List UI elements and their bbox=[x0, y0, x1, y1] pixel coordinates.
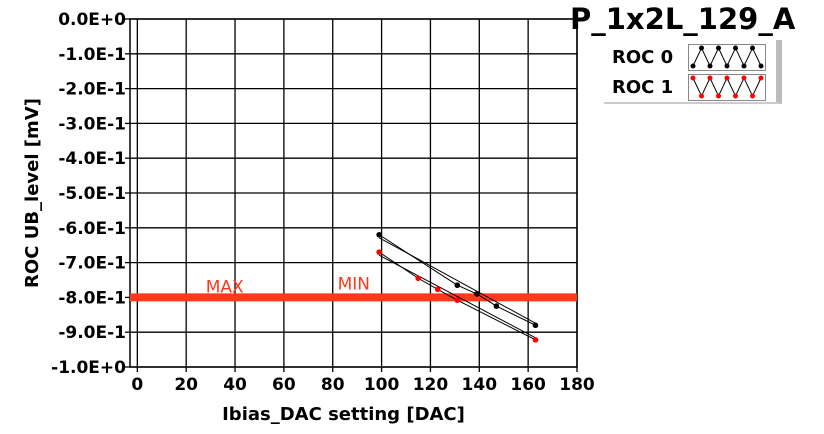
y-tick-label: -6.0E-1 bbox=[58, 219, 126, 239]
data-point bbox=[454, 297, 461, 303]
max-label: MAX bbox=[206, 277, 244, 297]
x-tick-label: 180 bbox=[559, 375, 595, 395]
y-tick-label: -9.0E-1 bbox=[58, 323, 126, 343]
y-tick-label: -1.0E-1 bbox=[58, 45, 126, 65]
data-point bbox=[532, 322, 539, 329]
x-tick-label: 60 bbox=[272, 375, 296, 395]
x-axis-label: Ibias_DAC setting [DAC] bbox=[222, 404, 465, 425]
data-point bbox=[376, 249, 382, 255]
data-point bbox=[376, 231, 382, 238]
y-axis-label: ROC UB_level [mV] bbox=[22, 98, 43, 288]
legend-marker bbox=[733, 93, 738, 98]
legend-marker bbox=[716, 93, 721, 98]
x-tick-label: 80 bbox=[321, 375, 345, 395]
legend-label: ROC 1 bbox=[612, 76, 674, 98]
data-point bbox=[474, 291, 480, 297]
x-tick-label: 100 bbox=[364, 375, 400, 395]
chart-title: P_1x2L_129_A bbox=[570, 2, 796, 36]
fit-line bbox=[378, 237, 536, 324]
min-label: MIN bbox=[338, 274, 370, 294]
x-tick-label: 120 bbox=[413, 375, 449, 395]
y-tick-label: 0.0E+0 bbox=[58, 10, 126, 30]
y-tick-label: -2.0E-1 bbox=[58, 80, 126, 100]
legend-label: ROC 0 bbox=[612, 46, 674, 68]
y-tick-label: -4.0E-1 bbox=[58, 149, 126, 169]
x-tick-label: 40 bbox=[223, 375, 247, 395]
legend-marker bbox=[707, 75, 713, 80]
legend-marker bbox=[690, 75, 696, 80]
legend-marker bbox=[724, 63, 730, 68]
fit-line bbox=[378, 254, 536, 339]
legend-marker bbox=[724, 75, 730, 80]
legend-swatch bbox=[688, 43, 766, 71]
legend-line bbox=[692, 76, 762, 97]
data-point bbox=[434, 286, 441, 293]
legend-marker bbox=[716, 45, 721, 50]
y-tick-label: -8.0E-1 bbox=[58, 288, 126, 308]
x-tick-label: 0 bbox=[131, 375, 143, 395]
y-tick-label: -3.0E-1 bbox=[58, 114, 126, 134]
y-tick-label: -1.0E+0 bbox=[51, 358, 126, 378]
legend-line bbox=[692, 46, 762, 67]
legend-item-roc1: ROC 1 bbox=[612, 73, 766, 101]
data-point bbox=[532, 337, 539, 343]
legend-marker bbox=[733, 45, 738, 50]
legend-swatch bbox=[688, 73, 766, 101]
legend-marker bbox=[699, 45, 704, 50]
legend-marker bbox=[758, 75, 764, 80]
legend-marker bbox=[750, 93, 755, 98]
plot-frame bbox=[129, 18, 578, 368]
legend-marker bbox=[758, 63, 764, 68]
legend: ROC 0 ROC 1 bbox=[604, 40, 782, 104]
legend-marker bbox=[750, 45, 755, 50]
legend-item-roc0: ROC 0 bbox=[612, 43, 766, 71]
x-tick-label: 20 bbox=[174, 375, 198, 395]
y-tick-label: -7.0E-1 bbox=[58, 254, 126, 274]
data-point bbox=[415, 275, 422, 282]
y-tick-label: -5.0E-1 bbox=[58, 184, 126, 204]
x-tick-label: 160 bbox=[510, 375, 546, 395]
x-tick-label: 140 bbox=[462, 375, 498, 395]
legend-marker bbox=[741, 63, 747, 68]
legend-marker bbox=[741, 75, 747, 80]
data-point bbox=[493, 303, 500, 309]
legend-marker bbox=[690, 63, 696, 68]
legend-marker bbox=[707, 63, 713, 68]
data-point bbox=[454, 282, 461, 289]
legend-marker bbox=[699, 93, 704, 98]
